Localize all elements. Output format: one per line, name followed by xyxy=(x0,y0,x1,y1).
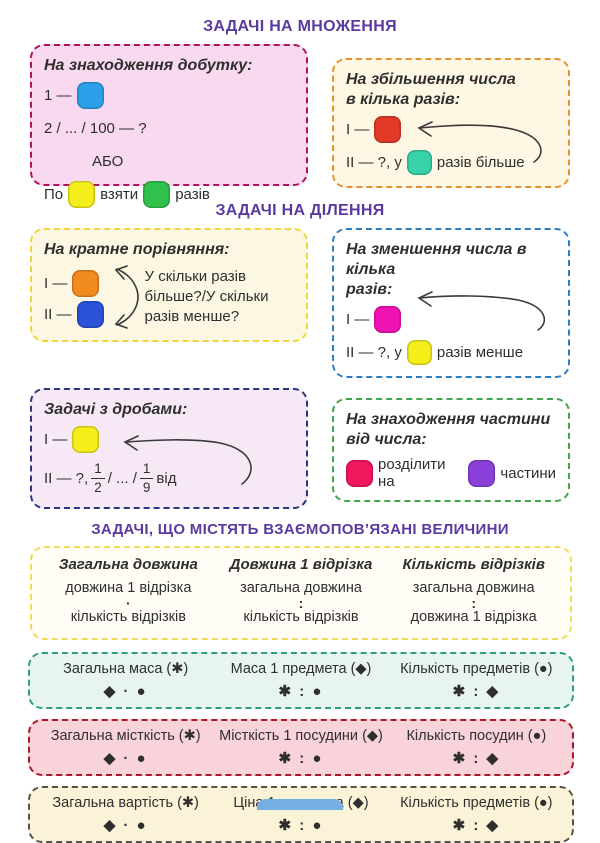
length-table-box: Загальна довжина довжина 1 відрізка · кі… xyxy=(30,546,572,641)
cost-row-box: Загальна вартість (✱) ◆ · ● Ціна 1 предм… xyxy=(28,786,574,843)
crimson-square xyxy=(346,459,373,487)
section-title-multiplication: ЗАДАЧІ НА МНОЖЕННЯ xyxy=(203,18,397,35)
fractions-box-title: Задачі з дробами: xyxy=(44,401,188,418)
capacity-total-cell: Загальна місткість (✱) ◆ · ● xyxy=(50,728,201,768)
compare-content: І — ІІ — У скільки разів більше?/У скіль… xyxy=(44,264,294,330)
mass-unit-cell: Маса 1 предмета (◆) ✱ : ● xyxy=(230,661,372,701)
part-of-number-box: На знаходження частини від числа: розділ… xyxy=(332,398,570,502)
double-curved-arrow-icon xyxy=(114,265,139,329)
purple-square xyxy=(468,459,496,487)
yellow-square-3 xyxy=(72,426,100,453)
green-square xyxy=(143,181,171,208)
mass-row-box: Загальна маса (✱) ◆ · ● Маса 1 предмета … xyxy=(28,652,574,710)
fractions-box: Задачі з дробами: І — ІІ — ?, 1 2 / ... … xyxy=(30,388,308,509)
decrease-box: На зменшення числа в кілька разів: І — І… xyxy=(332,228,570,378)
increase-box-title: На збільшення числа в кілька разів: xyxy=(346,71,516,108)
product-box-title: На знаходження добутку: xyxy=(44,57,253,74)
blue-square xyxy=(76,82,104,109)
fractions-line-2: ІІ — ?, 1 2 / ... / 1 9 від xyxy=(44,461,177,495)
decrease-box-title: На зменшення числа в кілька разів: xyxy=(346,241,527,298)
magenta-square xyxy=(374,306,402,333)
product-line-or: АБО xyxy=(92,153,124,170)
yellow-square-2 xyxy=(406,340,432,365)
compare-box-title: На кратне порівняння: xyxy=(44,241,230,258)
part-box-title: На знаходження частини від числа: xyxy=(346,411,551,448)
compare-question: У скільки разів більше?/У скільки разів … xyxy=(144,268,269,325)
product-box: На знаходження добутку: 1 — 2 / ... / 10… xyxy=(30,44,308,208)
mass-total-cell: Загальна маса (✱) ◆ · ● xyxy=(63,661,189,701)
section-title-division: ЗАДАЧІ НА ДІЛЕННЯ xyxy=(215,202,385,219)
decrease-line-1: І — xyxy=(346,306,556,333)
capacity-row-box: Загальна місткість (✱) ◆ · ● Місткість 1… xyxy=(28,719,574,777)
decrease-line-2: ІІ — ?, у разів менше xyxy=(346,339,556,366)
royal-blue-square xyxy=(76,301,104,328)
length-col-count: Кількість відрізків загальна довжина : д… xyxy=(402,556,545,626)
fractions-line-1: І — xyxy=(44,426,294,453)
product-line-4: По взяти разів xyxy=(44,181,294,208)
cost-count-cell: Кількість предметів (●) ✱ : ◆ xyxy=(400,795,553,835)
yellow-square xyxy=(68,181,96,208)
product-line-1: 1 — xyxy=(44,82,294,109)
division-row-1: На кратне порівняння: І — ІІ — xyxy=(30,228,572,378)
section-title-related: ЗАДАЧІ, ЩО МІСТЯТЬ ВЗАЄМОПОВ’ЯЗАНІ ВЕЛИЧ… xyxy=(91,521,509,538)
length-col-total: Загальна довжина довжина 1 відрізка · кі… xyxy=(58,556,198,626)
multiplication-row: На знаходження добутку: 1 — 2 / ... / 10… xyxy=(30,44,572,208)
fraction-one-half: 1 2 xyxy=(91,462,105,494)
capacity-count-cell: Кількість посудин (●) ✱ : ◆ xyxy=(406,728,547,768)
increase-line-1: І — xyxy=(346,116,556,143)
mass-count-cell: Кількість предметів (●) ✱ : ◆ xyxy=(400,661,553,701)
capacity-unit-cell: Місткість 1 посудини (◆) ✱ : ● xyxy=(219,728,383,768)
length-col-unit: Довжина 1 відрізка загальна довжина : кі… xyxy=(229,556,373,626)
product-line-2: 2 / ... / 100 — ? xyxy=(44,120,147,137)
part-line: розділити на частини xyxy=(346,456,556,490)
red-square xyxy=(374,116,402,143)
division-row-2: Задачі з дробами: І — ІІ — ?, 1 2 / ... … xyxy=(30,388,572,509)
fraction-one-ninth: 1 9 xyxy=(139,462,154,494)
increase-line-2: ІІ — ?, у разів більше xyxy=(346,149,556,176)
increase-box: На збільшення числа в кілька разів: І — … xyxy=(332,58,570,188)
compare-box: На кратне порівняння: І — ІІ — xyxy=(30,228,308,342)
compare-line-1: І — xyxy=(44,270,109,297)
cost-total-cell: Загальна вартість (✱) ◆ · ● xyxy=(52,795,199,835)
teal-square xyxy=(406,150,432,175)
orange-square xyxy=(72,270,100,297)
page-tab xyxy=(257,799,343,810)
compare-line-2: ІІ — xyxy=(44,301,109,328)
